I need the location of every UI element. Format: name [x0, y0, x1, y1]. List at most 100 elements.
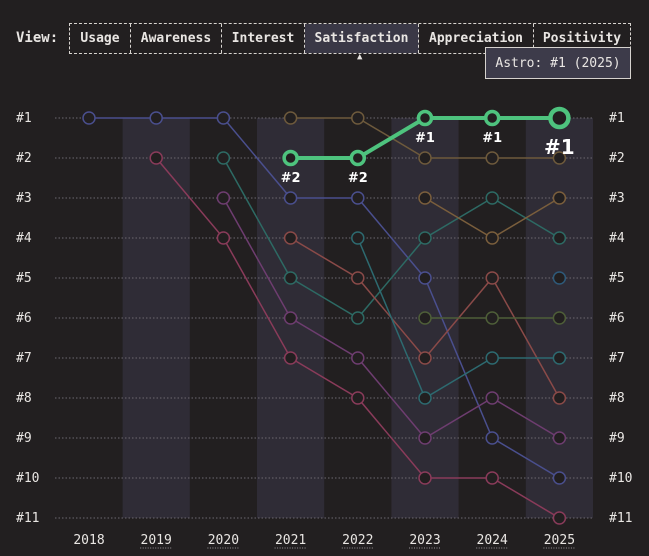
series-point	[552, 391, 567, 405]
series-point	[418, 231, 432, 245]
highlight-series: #2 #2 #1 #1 #1	[281, 106, 575, 186]
series-2	[216, 151, 567, 325]
series-point	[351, 351, 365, 365]
series-point	[552, 511, 567, 525]
y-tick-left: #11	[16, 511, 39, 526]
highlight-point	[483, 109, 501, 127]
series-point	[552, 471, 567, 485]
series-point	[418, 191, 432, 205]
y-tick-left: #4	[16, 231, 32, 246]
series-point	[351, 231, 365, 245]
active-tab-caret-icon: ▲	[357, 52, 363, 62]
series-line	[89, 117, 560, 479]
x-tick: 2023	[409, 533, 440, 548]
series-point	[283, 351, 298, 365]
series-point	[351, 391, 365, 405]
series-6	[351, 231, 567, 405]
series-point	[485, 191, 499, 205]
series-point	[552, 351, 567, 365]
tab-usage[interactable]: Usage	[70, 24, 131, 53]
x-tick: 2020	[208, 533, 239, 548]
series-point	[149, 111, 163, 125]
series-line	[155, 157, 560, 519]
series-point	[216, 231, 231, 245]
highlight-data-label: #2	[281, 171, 301, 186]
tab-appreciation[interactable]: Appreciation	[419, 24, 534, 53]
y-tick-left: #5	[16, 271, 32, 286]
series-point	[351, 111, 365, 125]
y-tick-right: #8	[609, 391, 625, 406]
view-label: View:	[16, 30, 59, 46]
tab-awareness[interactable]: Awareness	[131, 24, 222, 53]
series-line	[222, 197, 560, 439]
series-point	[418, 431, 432, 445]
series-point	[351, 191, 365, 205]
series-point	[283, 271, 298, 285]
series-point	[485, 351, 499, 365]
series-point	[418, 351, 432, 365]
series-point	[418, 471, 432, 485]
series-point	[283, 311, 298, 325]
series-point	[552, 151, 567, 165]
y-tick-left: #8	[16, 391, 32, 406]
series-point	[552, 431, 567, 445]
y-tick-left: #10	[16, 471, 39, 486]
y-tick-left: #6	[16, 311, 32, 326]
series-7	[418, 191, 567, 245]
series-point	[485, 431, 499, 445]
series-point	[552, 311, 567, 325]
series-point	[418, 391, 432, 405]
series-0	[82, 111, 567, 485]
series-point	[418, 271, 432, 285]
series-point	[82, 111, 96, 125]
y-tick-left: #3	[16, 191, 32, 206]
highlight-data-label: #1	[482, 131, 502, 146]
x-tick: 2021	[275, 533, 306, 548]
y-tick-right: #9	[609, 431, 625, 446]
series-point	[485, 311, 499, 325]
series-point	[485, 391, 499, 405]
series-point	[351, 311, 365, 325]
series-point	[485, 471, 499, 485]
x-tick: 2019	[141, 533, 172, 548]
y-tick-right: #3	[609, 191, 625, 206]
y-tick-right: #5	[609, 271, 625, 286]
highlight-data-label: #1	[415, 131, 435, 146]
series-point	[283, 111, 298, 125]
series-1	[149, 151, 567, 525]
series-9	[552, 271, 567, 285]
series-point	[283, 231, 298, 245]
series-point	[149, 151, 163, 165]
x-tick: 2022	[342, 533, 373, 548]
highlight-data-label: #1	[544, 135, 575, 159]
x-tick: 2024	[477, 533, 508, 548]
series-point	[485, 271, 499, 285]
highlight-point	[349, 149, 367, 167]
x-tick: 2018	[73, 533, 104, 548]
series-point	[485, 151, 499, 165]
y-tick-right: #7	[609, 351, 625, 366]
series-8	[418, 311, 567, 325]
y-tick-left: #7	[16, 351, 32, 366]
series-5	[283, 231, 567, 405]
series-point	[216, 111, 231, 125]
series-point	[552, 231, 567, 245]
y-tick-right: #10	[609, 471, 632, 486]
series-4	[283, 111, 567, 165]
y-tick-right: #11	[609, 511, 632, 526]
series-point	[418, 311, 432, 325]
series-point	[216, 151, 231, 165]
highlight-point	[548, 106, 571, 130]
series-line	[357, 237, 560, 400]
series-point	[485, 231, 499, 245]
tab-satisfaction[interactable]: Satisfaction	[305, 24, 419, 53]
y-tick-left: #2	[16, 151, 32, 166]
series-point	[351, 271, 365, 285]
series-point	[418, 151, 432, 165]
tab-interest[interactable]: Interest	[222, 24, 305, 53]
highlight-data-label: #2	[348, 171, 368, 186]
series-line	[222, 157, 560, 319]
tab-positivity[interactable]: Positivity	[542, 31, 622, 46]
y-tick-right: #2	[609, 151, 625, 166]
y-tick-right: #6	[609, 311, 625, 326]
